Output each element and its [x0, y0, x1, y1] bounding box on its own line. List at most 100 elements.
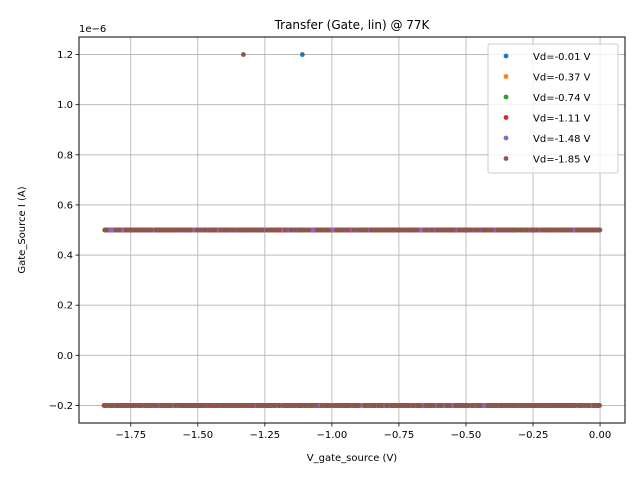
data-point — [505, 227, 511, 233]
x-tick-label: −1.00 — [317, 430, 348, 441]
data-point — [481, 403, 487, 408]
x-tick-label: −1.25 — [250, 430, 281, 441]
data-point — [122, 403, 128, 408]
data-point — [109, 403, 115, 408]
data-point — [357, 227, 363, 233]
data-point — [548, 403, 554, 408]
y-tick-label: 0.8 — [57, 150, 73, 161]
data-point — [132, 403, 137, 408]
data-point — [517, 227, 523, 233]
data-point — [146, 403, 151, 408]
data-point — [410, 227, 415, 233]
y-axis-ticks: −0.2 0.0 0.2 0.4 0.6 0.8 1.0 1.2 — [49, 50, 79, 412]
data-point — [255, 403, 261, 408]
data-point — [450, 227, 456, 233]
data-point — [493, 403, 499, 408]
data-point — [365, 403, 371, 408]
data-point — [312, 403, 318, 408]
data-point — [273, 403, 278, 408]
data-point — [241, 403, 246, 408]
data-point — [175, 403, 181, 408]
legend-marker — [503, 53, 509, 59]
data-point — [104, 403, 109, 408]
data-point — [429, 227, 435, 233]
data-point — [319, 403, 325, 408]
data-point — [351, 227, 357, 233]
legend-label: Vd=-1.11 V — [533, 114, 591, 125]
data-point — [414, 227, 419, 233]
data-point — [167, 227, 172, 233]
data-point — [205, 403, 211, 408]
data-point — [475, 227, 481, 233]
data-point — [437, 227, 442, 233]
data-point — [369, 227, 375, 233]
data-point — [495, 227, 501, 233]
data-point — [115, 227, 121, 233]
data-point — [276, 403, 282, 408]
data-point — [142, 403, 148, 408]
data-point — [194, 227, 200, 233]
data-point — [197, 403, 203, 408]
legend-marker — [503, 156, 509, 161]
data-point — [425, 403, 431, 408]
data-point — [552, 403, 558, 408]
data-point — [534, 227, 540, 233]
legend-label: Vd=-1.48 V — [533, 134, 591, 145]
x-tick-label: −1.75 — [115, 430, 146, 441]
data-point — [272, 227, 278, 233]
outlier-point — [240, 52, 246, 57]
data-point — [524, 227, 530, 233]
data-point — [235, 227, 241, 233]
data-point — [458, 227, 464, 233]
data-point — [362, 403, 367, 408]
data-point — [210, 403, 216, 408]
y-tick-label: 0.6 — [57, 200, 73, 211]
data-point — [411, 403, 416, 408]
data-point — [474, 403, 480, 408]
data-point — [446, 227, 452, 233]
legend-marker — [503, 74, 509, 79]
x-tick-label: −0.25 — [518, 430, 549, 441]
data-point — [144, 227, 149, 233]
data-point — [306, 227, 312, 233]
data-point — [268, 403, 274, 408]
data-point — [167, 403, 173, 408]
legend-box — [487, 43, 619, 174]
data-point — [467, 227, 473, 233]
data-point — [403, 403, 409, 408]
data-point — [104, 227, 109, 233]
data-point — [136, 227, 142, 233]
data-point — [154, 227, 160, 233]
legend-label: Vd=-0.01 V — [533, 52, 591, 63]
x-tick-label: −1.50 — [182, 430, 213, 441]
data-point — [389, 403, 395, 408]
data-point — [511, 403, 517, 408]
data-point — [221, 403, 227, 408]
legend: Vd=-0.01 V Vd=-0.37 V Vd=-0.74 V Vd=-1.11 V… — [487, 43, 619, 174]
data-point — [577, 227, 583, 233]
data-point — [234, 403, 240, 408]
data-point — [586, 403, 591, 408]
data-point — [558, 403, 564, 408]
legend-marker — [503, 115, 509, 120]
y-tick-label: 1.0 — [57, 100, 73, 111]
y-tick-label: 0.4 — [57, 251, 73, 262]
data-point — [264, 227, 270, 233]
data-point — [203, 227, 208, 233]
data-point — [396, 227, 401, 233]
data-point — [509, 227, 515, 233]
data-point — [569, 403, 575, 408]
data-point — [530, 227, 535, 233]
data-point — [230, 227, 236, 233]
legend-label: Vd=-1.85 V — [533, 155, 591, 166]
data-point — [531, 403, 537, 408]
data-point — [212, 227, 218, 233]
data-point — [130, 227, 135, 233]
data-point — [136, 403, 142, 408]
data-point — [228, 403, 234, 408]
y-tick-label: 0.0 — [57, 351, 73, 362]
x-axis-label: V_gate_source (V) — [307, 453, 398, 464]
data-point — [563, 403, 569, 408]
data-point — [126, 227, 132, 233]
data-point — [290, 403, 295, 408]
